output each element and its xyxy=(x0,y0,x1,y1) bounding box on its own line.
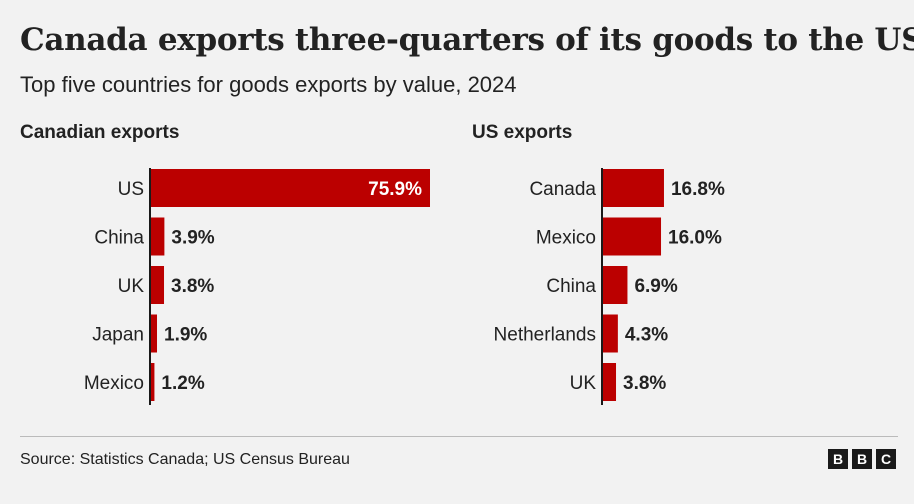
us-category-label-mexico: Mexico xyxy=(536,228,596,249)
canada-category-label-japan: Japan xyxy=(92,325,144,346)
canada-category-label-us: US xyxy=(118,179,144,200)
canada-bar-us xyxy=(150,169,430,207)
us-bar-uk xyxy=(602,363,617,401)
us-value-label-uk: 3.8% xyxy=(623,373,666,394)
canada-bar-uk xyxy=(150,266,165,304)
panel-title-canadian-exports: Canadian exports xyxy=(20,122,180,143)
us-category-label-uk: UK xyxy=(570,373,597,394)
us-value-label-netherlands: 4.3% xyxy=(625,325,668,346)
logo-letter-c: C xyxy=(876,449,896,469)
canada-value-label-mexico: 1.2% xyxy=(161,373,204,394)
canada-value-label-us: 75.9% xyxy=(368,179,422,200)
canada-bar-china xyxy=(150,217,165,256)
us-bar-mexico xyxy=(602,217,662,256)
us-category-label-netherlands: Netherlands xyxy=(494,325,596,346)
canada-category-label-mexico: Mexico xyxy=(84,373,144,394)
us-bar-china xyxy=(602,266,628,304)
chart-subtitle: Top five countries for goods exports by … xyxy=(20,72,517,97)
logo-letter-b2: B xyxy=(852,449,872,469)
bbc-logo: B B C xyxy=(828,449,896,469)
us-bar-canada xyxy=(602,169,664,207)
us-value-label-mexico: 16.0% xyxy=(668,228,722,249)
source-note: Source: Statistics Canada; US Census Bur… xyxy=(20,451,350,468)
us-value-label-china: 6.9% xyxy=(634,276,677,297)
logo-letter-b1: B xyxy=(828,449,848,469)
canada-bar-japan xyxy=(150,314,158,353)
chart-title: Canada exports three-quarters of its goo… xyxy=(20,22,914,58)
us-category-label-china: China xyxy=(546,276,596,297)
panel-title-us-exports: US exports xyxy=(472,122,573,143)
canada-category-label-china: China xyxy=(94,228,144,249)
us-value-label-canada: 16.8% xyxy=(671,179,725,200)
canada-value-label-japan: 1.9% xyxy=(164,325,207,346)
us-bar-netherlands xyxy=(602,314,618,353)
footer-divider xyxy=(20,436,898,437)
canada-value-label-china: 3.9% xyxy=(171,228,214,249)
canada-bar-mexico xyxy=(150,363,155,401)
us-category-label-canada: Canada xyxy=(529,179,596,200)
canada-value-label-uk: 3.8% xyxy=(171,276,214,297)
canada-category-label-uk: UK xyxy=(118,276,145,297)
